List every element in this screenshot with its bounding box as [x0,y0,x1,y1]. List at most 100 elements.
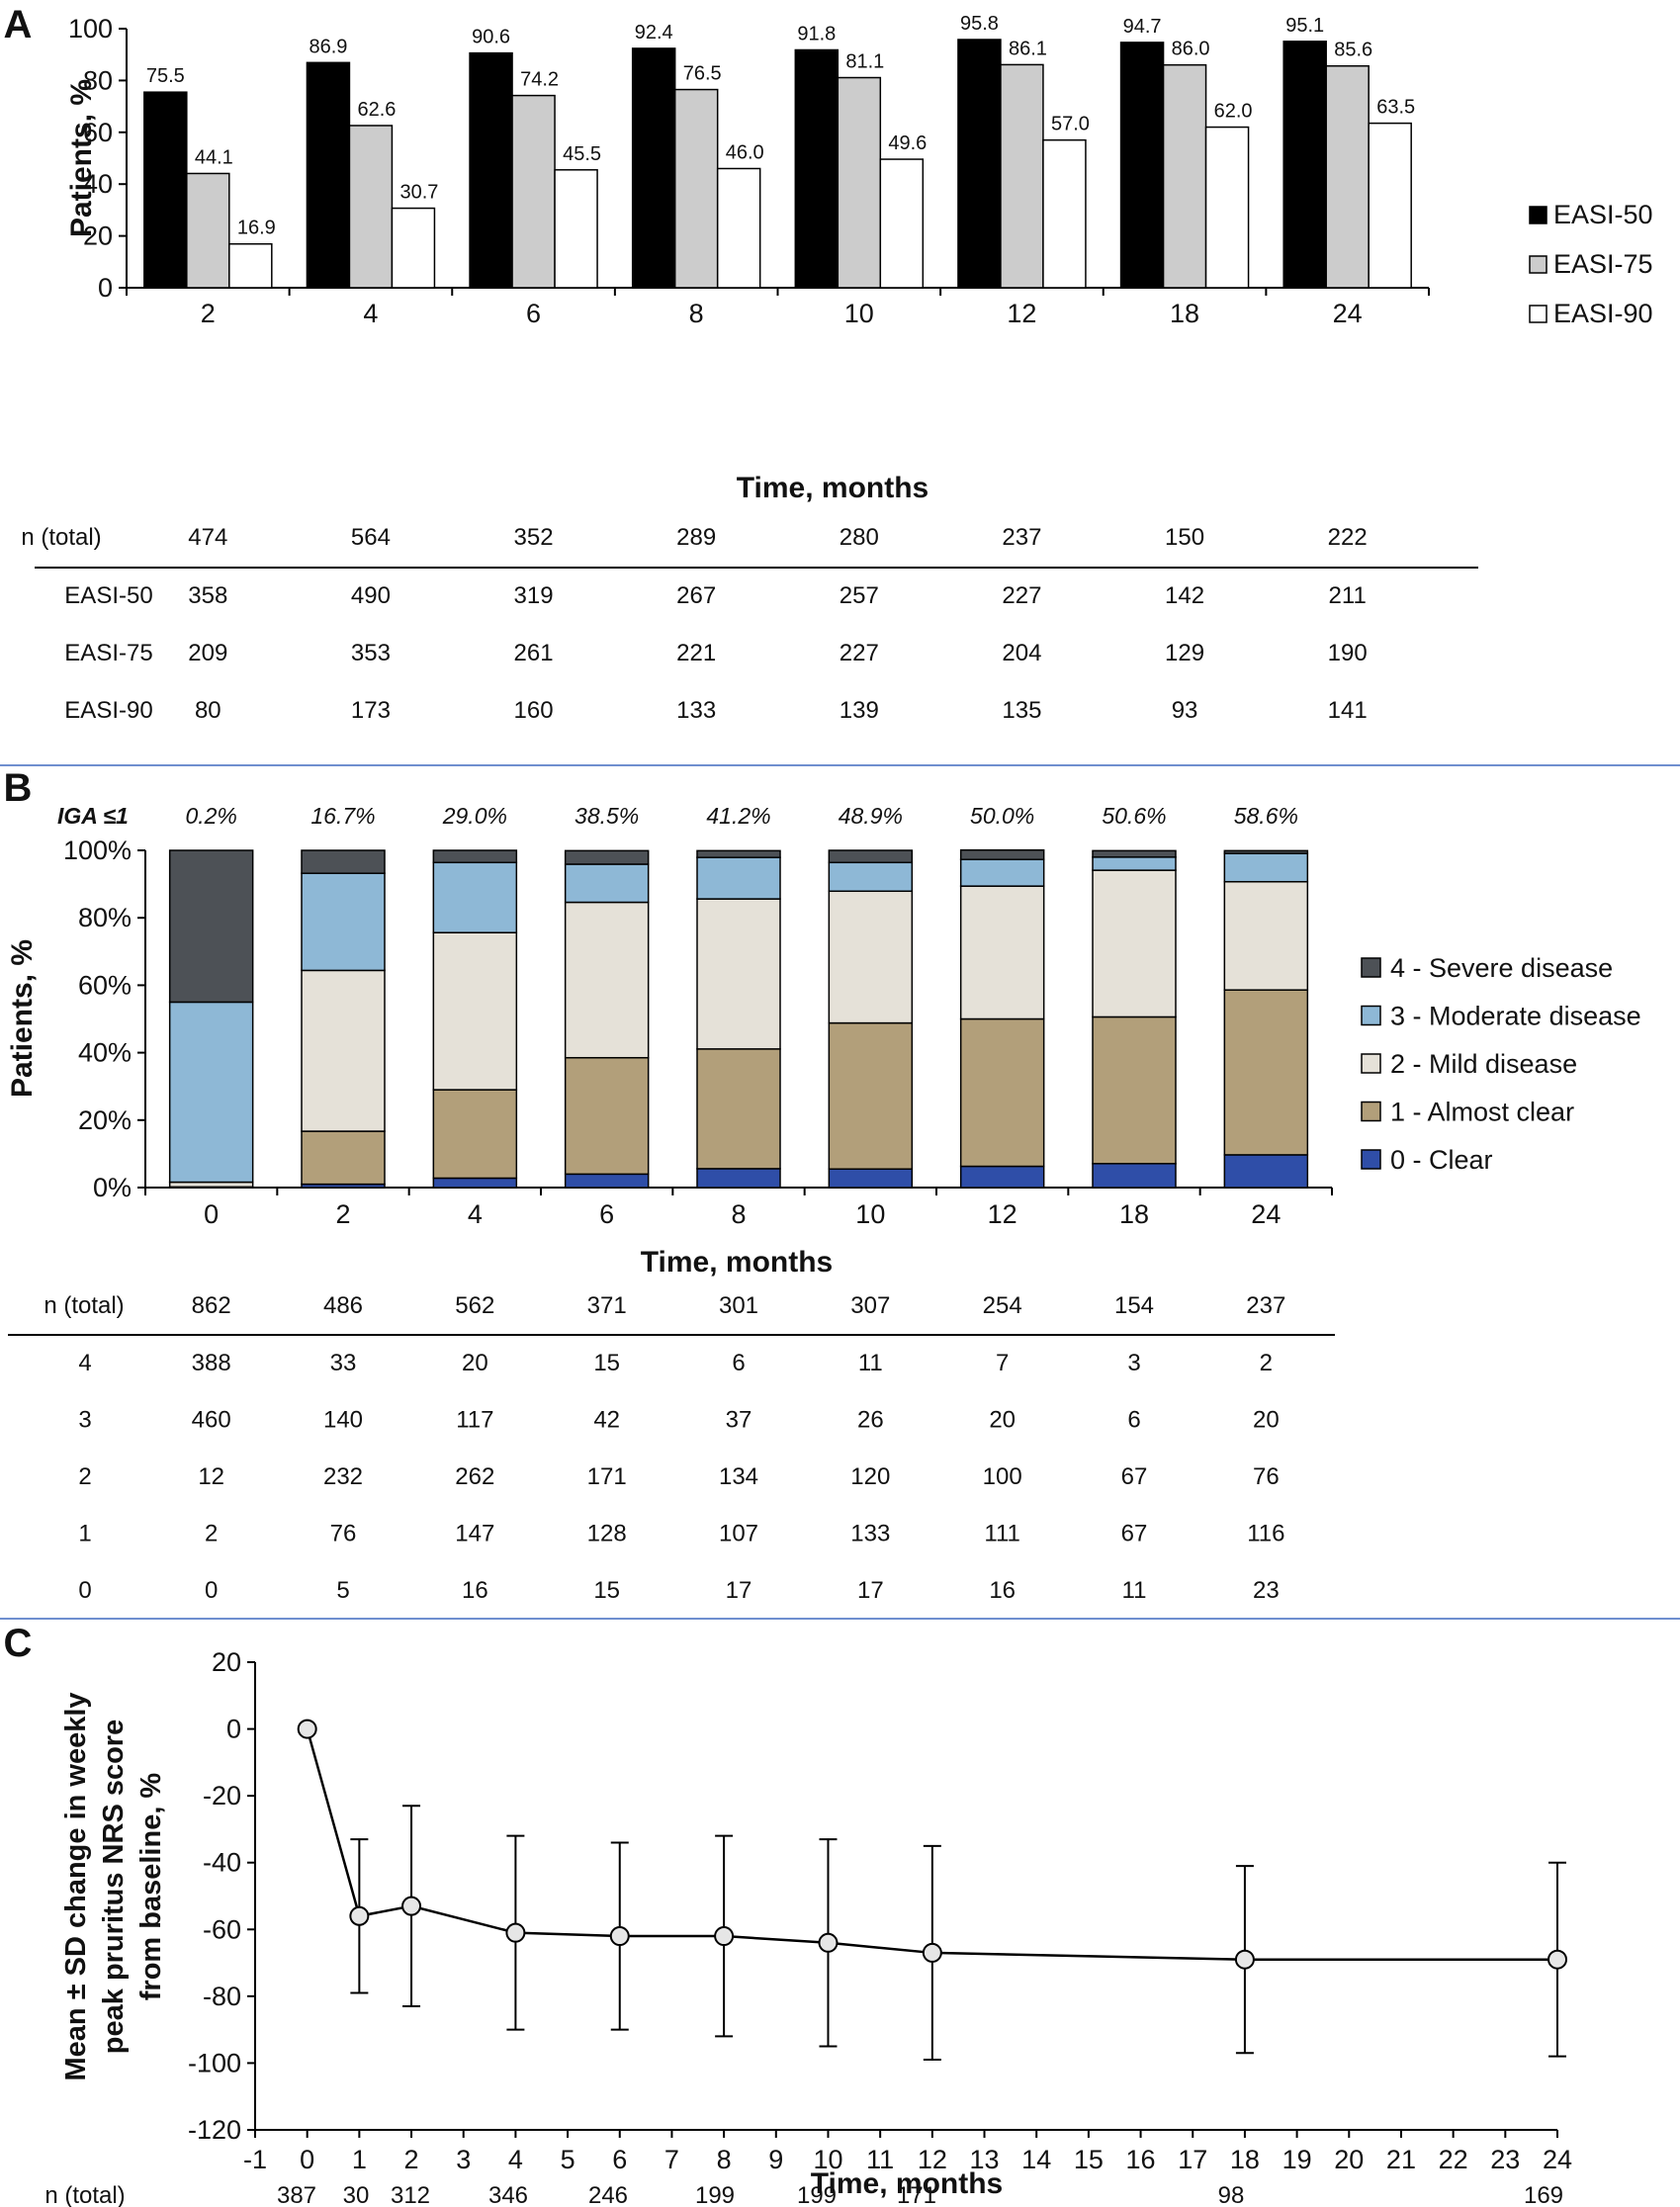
table-row-label: 3 [78,1407,91,1434]
segment-clear [959,1165,1045,1189]
legend-label: EASI-90 [1553,299,1653,328]
annotation-value: 48.9% [839,803,903,829]
y-tick-label: 20 [212,1647,241,1677]
data-label: 63.5 [1376,97,1415,119]
x-tick-label: 2 [201,299,216,328]
legend-swatch [1529,206,1547,224]
x-tick-label: 10 [855,1199,885,1229]
x-tick-label: 8 [717,2145,732,2174]
table-cell: 3 [1127,1350,1140,1376]
x-tick-label: 17 [1178,2145,1207,2174]
x-tick-label: 12 [988,1199,1017,1229]
table-cell: 460 [192,1407,231,1434]
annotation-value: 38.5% [575,803,639,829]
x-axis-title: Time, months [811,2167,1003,2200]
legend-swatch [1361,1101,1381,1122]
segment-mild-disease [564,901,650,1059]
x-tick-label: 6 [612,2145,627,2174]
data-point [505,1922,526,1943]
bar-easi-50 [306,61,351,289]
annotation-value: 29.0% [442,803,507,829]
table-cell: 120 [850,1463,890,1490]
data-label: 16.9 [237,218,276,239]
n-total-value: 387 [277,2182,316,2207]
data-label: 94.7 [1123,16,1162,38]
legend-label: EASI-50 [1553,200,1653,229]
table-cell: 15 [593,1577,620,1604]
bar-easi-75 [1162,63,1207,289]
table-cell: 17 [857,1577,884,1604]
table-cell: 301 [719,1292,758,1319]
x-tick-label: 15 [1074,2145,1104,2174]
data-point [401,1896,422,1916]
annotation-value: 50.0% [970,803,1034,829]
table-cell: 76 [1253,1463,1280,1490]
y-tick-label: -20 [203,1781,241,1810]
segment-severe-disease [432,849,518,864]
n-total-label: n (total) [44,2182,125,2207]
table-cell: 221 [676,640,716,666]
table-cell: 227 [1002,582,1041,609]
segment-almost-clear [1223,989,1309,1156]
y-axis-title: Mean ± SD change in weekly [60,1692,92,2080]
legend-swatch [1361,1053,1381,1074]
segment-severe-disease [696,849,781,858]
y-tick-label: 0 [98,273,113,303]
data-label: 81.1 [845,51,884,73]
segment-moderate-disease [1092,856,1177,871]
x-tick-label: 13 [969,2145,999,2174]
x-tick-label: 18 [1119,1199,1149,1229]
x-tick-label: 18 [1170,299,1199,328]
table-cell: 15 [593,1350,620,1376]
table-cell: 6 [1127,1407,1140,1434]
table-cell: 862 [192,1292,231,1319]
n-total-value: 169 [1524,2182,1563,2207]
table-cell: 116 [1247,1521,1284,1547]
y-tick-label: 40 [83,169,113,199]
table-cell: 133 [850,1521,890,1547]
data-label: 91.8 [797,23,836,44]
table-row-label: EASI-50 [64,582,152,609]
table-cell: 23 [1253,1577,1280,1604]
data-point [714,1926,735,1947]
table-cell: 76 [330,1521,357,1547]
table-cell: 20 [989,1407,1016,1434]
table-cell: 237 [1246,1292,1285,1319]
legend-label: 0 - Clear [1390,1145,1493,1175]
table-cell: 257 [840,582,879,609]
table-cell: 261 [514,640,554,666]
x-tick-label: 5 [561,2145,575,2174]
n-total-value: 199 [797,2182,837,2207]
bar-easi-75 [186,172,230,289]
x-tick-label: 7 [664,2145,679,2174]
legend-swatch [1361,1149,1381,1170]
segment-almost-clear [1092,1015,1177,1165]
table-cell: 371 [587,1292,627,1319]
table-cell: 209 [188,640,227,666]
table-cell: 37 [726,1407,752,1434]
y-tick-label: 0% [93,1173,132,1202]
bar-easi-75 [837,76,882,289]
table-cell: 16 [462,1577,488,1604]
data-label: 95.1 [1285,15,1324,37]
y-axis-title: peak pruritus NRS score [98,1720,130,2054]
table-cell: 135 [1002,697,1041,724]
segment-moderate-disease [564,863,650,904]
n-total-value: 171 [897,2182,936,2207]
segment-clear [432,1177,518,1189]
table-cell: 107 [719,1521,758,1547]
n-total-value: 199 [695,2182,735,2207]
x-tick-label: 3 [456,2145,471,2174]
table-cell: 486 [323,1292,363,1319]
table-cell: 117 [456,1407,493,1434]
x-tick-label: 11 [866,2145,894,2174]
segment-moderate-disease [1223,852,1309,883]
y-tick-label: -60 [203,1914,241,1944]
table-cell: 12 [198,1463,224,1490]
segment-almost-clear [432,1089,518,1180]
table-cell: 133 [676,697,716,724]
bar-easi-90 [554,169,598,289]
n-total-value: 98 [1218,2182,1245,2207]
table-cell: 352 [514,524,554,551]
data-label: 74.2 [520,69,559,91]
